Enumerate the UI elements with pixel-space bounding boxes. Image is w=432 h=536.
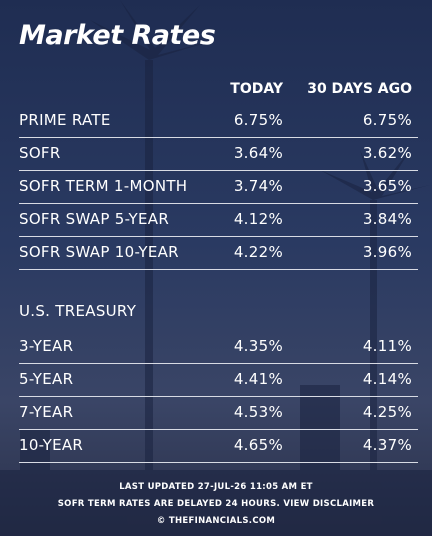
title: Market Rates	[19, 20, 216, 51]
today-value: 4.53%	[233, 403, 283, 421]
prior-value: 3.84%	[362, 210, 412, 228]
row-label: SOFR	[19, 144, 61, 162]
prior-value: 4.25%	[362, 403, 412, 421]
prior-value: 4.11%	[362, 337, 412, 355]
row-label: PRIME RATE	[19, 111, 111, 129]
today-value: 3.64%	[233, 144, 283, 162]
today-value: 4.35%	[233, 337, 283, 355]
today-value: 4.22%	[233, 243, 283, 261]
row-divider	[19, 137, 418, 138]
footer-note[interactable]: SOFR TERM RATES ARE DELAYED 24 HOURS. VI…	[57, 499, 375, 509]
today-value: 4.65%	[233, 436, 283, 454]
prior-value: 3.62%	[362, 144, 412, 162]
row-label: 7-YEAR	[19, 403, 74, 421]
row-divider	[19, 363, 418, 364]
column-header: 30 DAYS AGO	[307, 81, 412, 97]
today-value: 6.75%	[233, 111, 283, 129]
footer-source[interactable]: © THEFINANCIALS.COM	[156, 516, 276, 526]
row-divider	[19, 396, 418, 397]
prior-value: 3.65%	[362, 177, 412, 195]
row-divider	[19, 429, 418, 430]
footer-updated: LAST UPDATED 27-JUL-26 11:05 AM ET	[119, 482, 313, 492]
row-label: 5-YEAR	[19, 370, 74, 388]
today-value: 4.12%	[233, 210, 283, 228]
prior-value: 3.96%	[362, 243, 412, 261]
row-divider	[19, 462, 418, 463]
column-header: TODAY	[230, 81, 283, 97]
row-divider	[19, 203, 418, 204]
prior-value: 6.75%	[362, 111, 412, 129]
row-label: SOFR SWAP 10-YEAR	[19, 243, 179, 261]
today-value: 3.74%	[233, 177, 283, 195]
row-divider	[19, 236, 418, 237]
row-label: 3-YEAR	[19, 337, 74, 355]
row-label: SOFR SWAP 5-YEAR	[19, 210, 170, 228]
prior-value: 4.37%	[362, 436, 412, 454]
section-label: U.S. TREASURY	[19, 302, 137, 320]
row-divider	[19, 170, 418, 171]
prior-value: 4.14%	[362, 370, 412, 388]
row-label: 10-YEAR	[19, 436, 84, 454]
today-value: 4.41%	[233, 370, 283, 388]
row-label: SOFR TERM 1-MONTH	[19, 177, 188, 195]
row-divider	[19, 269, 418, 270]
